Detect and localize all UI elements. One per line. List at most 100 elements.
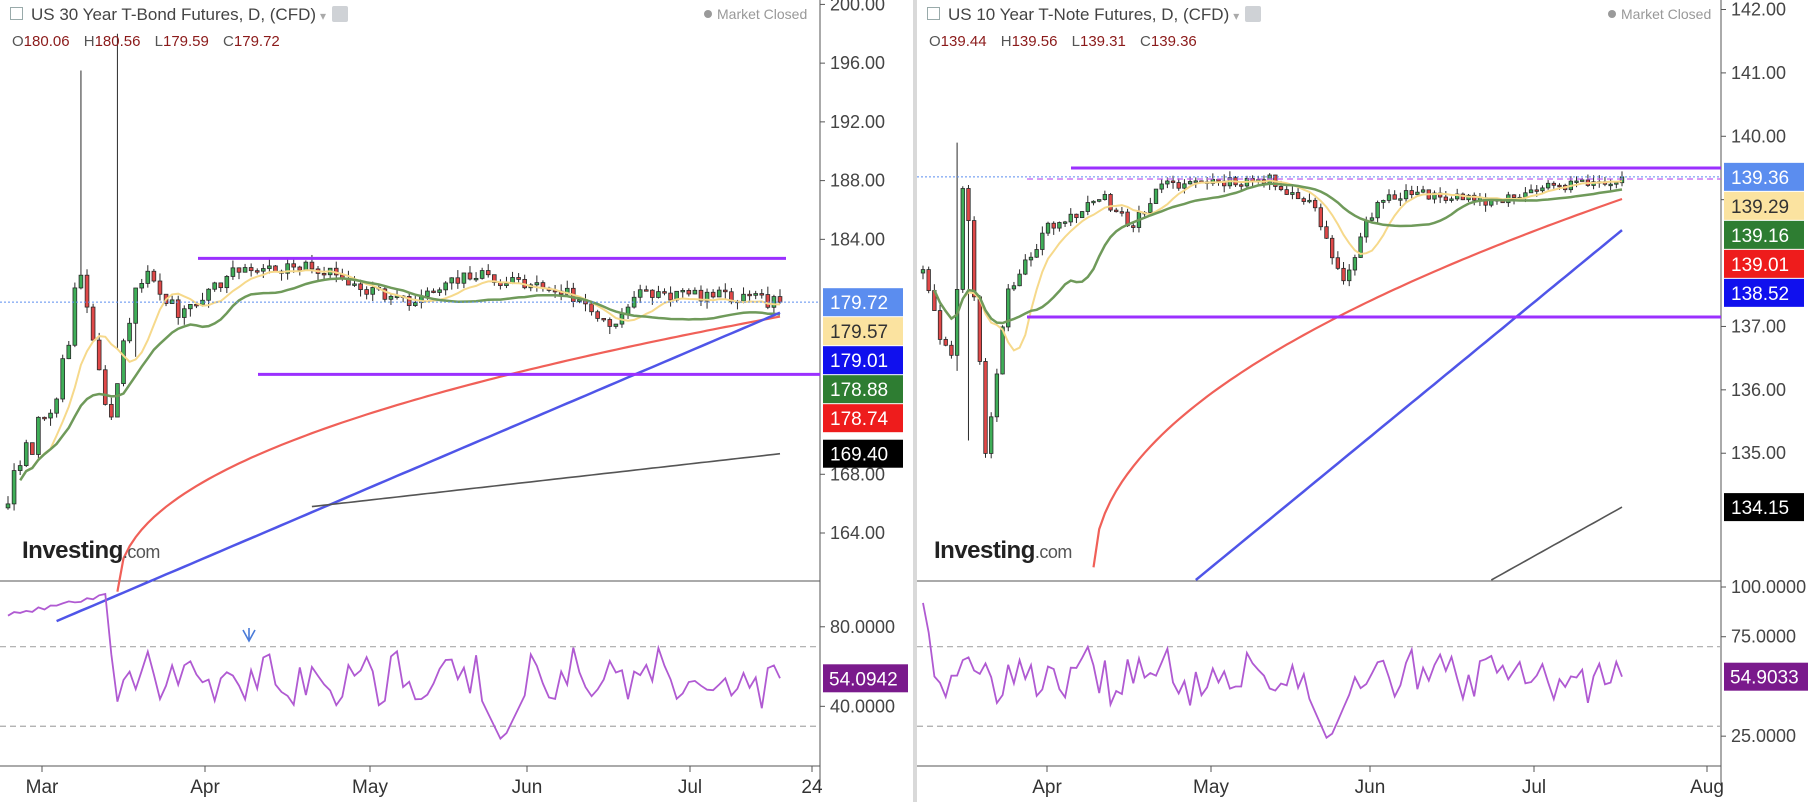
price-label-text: 179.57	[830, 322, 888, 343]
candle-body	[48, 412, 53, 419]
candle-body	[388, 295, 394, 300]
collapse-icon[interactable]	[927, 7, 940, 21]
open-label: O	[929, 33, 941, 50]
time-tick-label: Jul	[1522, 777, 1546, 798]
candle-body	[78, 274, 84, 289]
candle-body	[1614, 182, 1619, 185]
rsi-tick-label: 80.0000	[830, 617, 895, 637]
investing-logo: Investing.com	[934, 537, 1072, 565]
rsi-line	[7, 592, 781, 741]
rsi-tick-label: 25.0000	[1731, 726, 1796, 746]
low-label: L	[154, 33, 163, 50]
rsi-label-box	[823, 664, 908, 693]
logo-main: Investing	[934, 537, 1035, 564]
candle-body	[662, 291, 667, 294]
candle-body	[765, 294, 771, 308]
price-chart-30y[interactable]: 200.00 196.00 192.00 188.00 184.00 168.00 164.…	[0, 0, 913, 802]
candle-body	[595, 311, 600, 319]
candle-body	[1278, 186, 1284, 191]
price-tick-label: 192.00	[830, 112, 885, 132]
candle-body	[382, 288, 388, 300]
close-value: 139.36	[1150, 33, 1197, 50]
candle-body	[1443, 196, 1448, 201]
candle-body	[303, 261, 309, 271]
open-value: 139.44	[940, 33, 987, 50]
price-label-box	[823, 404, 903, 433]
candle-body	[96, 339, 102, 371]
market-status: Market Closed	[704, 6, 807, 22]
candle-body	[1324, 226, 1329, 239]
rsi-line	[922, 602, 1623, 740]
price-label-text: 178.88	[830, 380, 888, 401]
candle-body	[291, 263, 296, 268]
candle-body	[966, 188, 971, 221]
candle-body	[133, 287, 138, 324]
candle-body	[1000, 326, 1005, 375]
price-label-text: 178.74	[830, 409, 889, 430]
candle-body	[1153, 188, 1159, 204]
price-label-box	[823, 346, 903, 375]
candle-body	[1392, 194, 1397, 200]
candle-body	[656, 291, 661, 298]
chevron-down-icon[interactable]: ▾	[1233, 9, 1240, 23]
price-label-text: 179.72	[830, 293, 888, 314]
price-tick-label: 137.00	[1731, 316, 1786, 336]
price-label-text: 139.29	[1731, 197, 1789, 218]
candle-body	[504, 283, 509, 286]
candle-body	[449, 277, 455, 284]
candle-body	[1114, 209, 1119, 213]
ohlc-readout: O180.06 H180.56 L179.59 C179.72	[12, 33, 280, 50]
price-label-box	[1724, 278, 1804, 307]
candle-body	[1449, 198, 1454, 201]
candle-body	[212, 282, 217, 290]
candle-body	[127, 322, 132, 342]
candle-body	[613, 323, 619, 327]
candle-body	[1375, 202, 1380, 219]
down-arrow-icon	[242, 628, 256, 643]
ohlc-readout: O139.44 H139.56 L139.31 C139.36	[929, 33, 1197, 50]
candle-body	[601, 318, 607, 321]
low-value: 179.59	[162, 33, 209, 50]
symbol-title[interactable]: US 30 Year T-Bond Futures, D, (CFD)	[31, 5, 317, 24]
price-tick-label: 168.00	[830, 464, 885, 484]
moving-average-line	[1490, 506, 1623, 581]
price-label-text: 139.01	[1731, 255, 1789, 276]
rsi-tick-label: 40.0000	[830, 696, 895, 716]
close-value: 179.72	[233, 33, 280, 50]
price-label-box	[1724, 162, 1804, 191]
price-tick-label: 200.00	[830, 0, 885, 14]
chart-panel-30y-bond: 200.00 196.00 192.00 188.00 184.00 168.00 164.…	[0, 0, 913, 802]
candle-body	[1045, 222, 1051, 234]
candle-body	[109, 404, 114, 418]
candle-body	[261, 268, 266, 272]
price-label-box	[823, 288, 903, 317]
price-label-box	[1724, 220, 1804, 249]
settings-icon[interactable]	[332, 5, 349, 22]
time-tick-label: Apr	[1032, 777, 1062, 798]
price-chart-10y[interactable]: 142.00141.00140.00139.00137.00136.00135.…	[917, 0, 1808, 802]
chevron-down-icon[interactable]: ▾	[320, 9, 327, 23]
candle-body	[321, 273, 327, 276]
candle-body	[637, 289, 643, 298]
candle-body	[1301, 198, 1306, 202]
price-label-box	[823, 439, 903, 468]
collapse-icon[interactable]	[10, 7, 23, 21]
time-tick-label: May	[352, 777, 388, 798]
market-status: Market Closed	[1608, 6, 1711, 22]
settings-icon[interactable]	[1245, 5, 1262, 22]
candle-body	[473, 277, 479, 281]
candle-body	[443, 282, 448, 291]
candle-body	[607, 319, 613, 327]
candles	[5, 33, 783, 511]
candle-body	[254, 270, 260, 273]
price-label-text: 134.15	[1731, 498, 1789, 519]
candle-body	[273, 265, 278, 272]
panel-divider[interactable]	[913, 0, 917, 802]
candle-body	[1381, 200, 1386, 203]
symbol-title[interactable]: US 10 Year T-Note Futures, D, (CFD)	[948, 5, 1230, 24]
price-label-text: 139.36	[1731, 168, 1789, 189]
price-tick-label: 188.00	[830, 171, 885, 191]
candle-body	[461, 272, 467, 284]
logo-domain: .com	[122, 542, 161, 562]
candle-body	[1034, 249, 1039, 258]
